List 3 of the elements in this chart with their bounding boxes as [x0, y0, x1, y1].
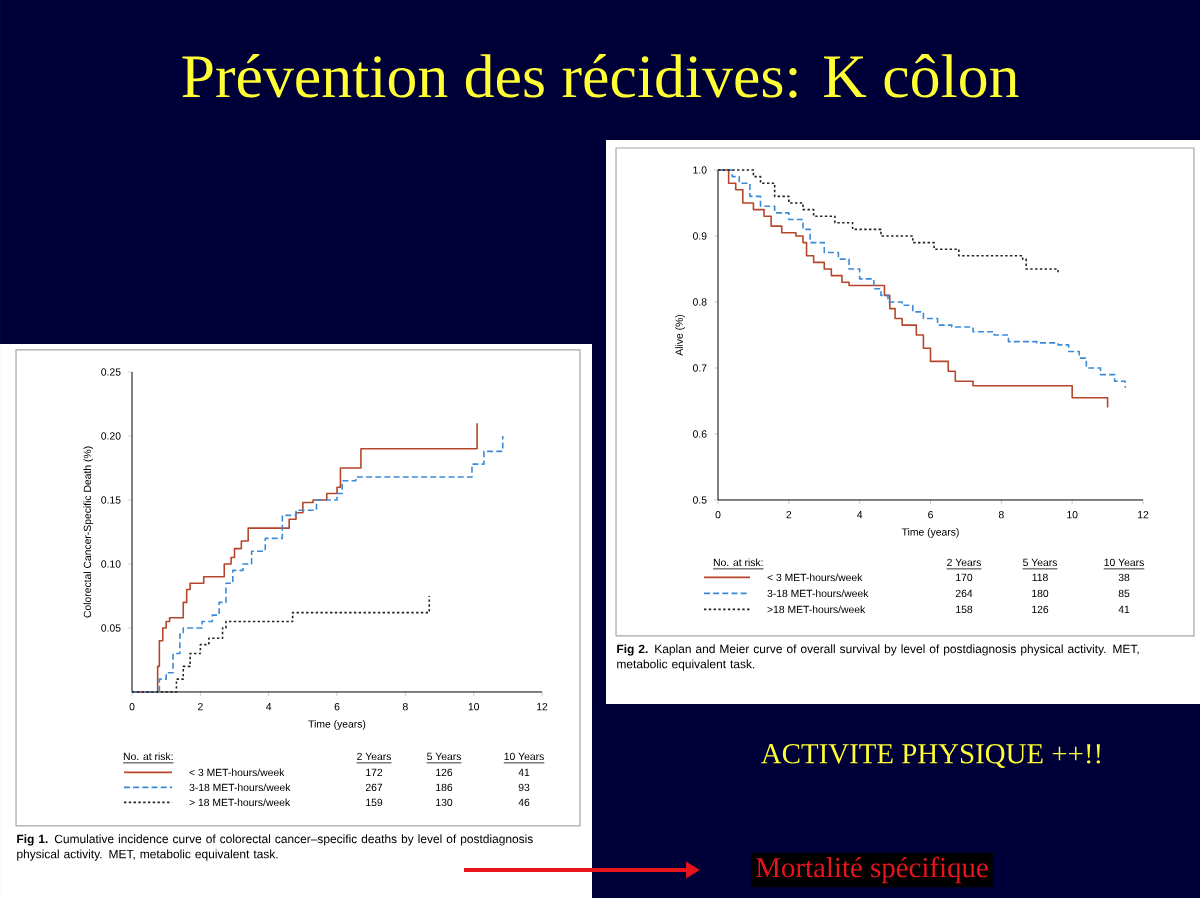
- text: Mortalité spécifique: [756, 856, 988, 884]
- text: Prévention des récidives: K côlon: [182, 54, 1019, 98]
- text: ACTIVITE PHYSIQUE ++!!: [761, 744, 1101, 768]
